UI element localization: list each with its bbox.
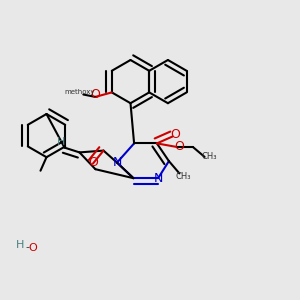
Text: O: O xyxy=(90,88,100,101)
Text: CH₃: CH₃ xyxy=(175,172,191,181)
Text: O: O xyxy=(175,140,184,154)
Text: O: O xyxy=(28,243,37,254)
Text: N: N xyxy=(112,156,122,169)
Text: CH₃: CH₃ xyxy=(201,152,217,161)
Text: O: O xyxy=(88,155,98,169)
Text: N: N xyxy=(153,172,163,185)
Text: H: H xyxy=(57,137,66,147)
Text: -: - xyxy=(26,242,30,253)
Text: H: H xyxy=(16,240,25,250)
Text: methoxy: methoxy xyxy=(64,88,95,94)
Text: O: O xyxy=(171,128,180,142)
